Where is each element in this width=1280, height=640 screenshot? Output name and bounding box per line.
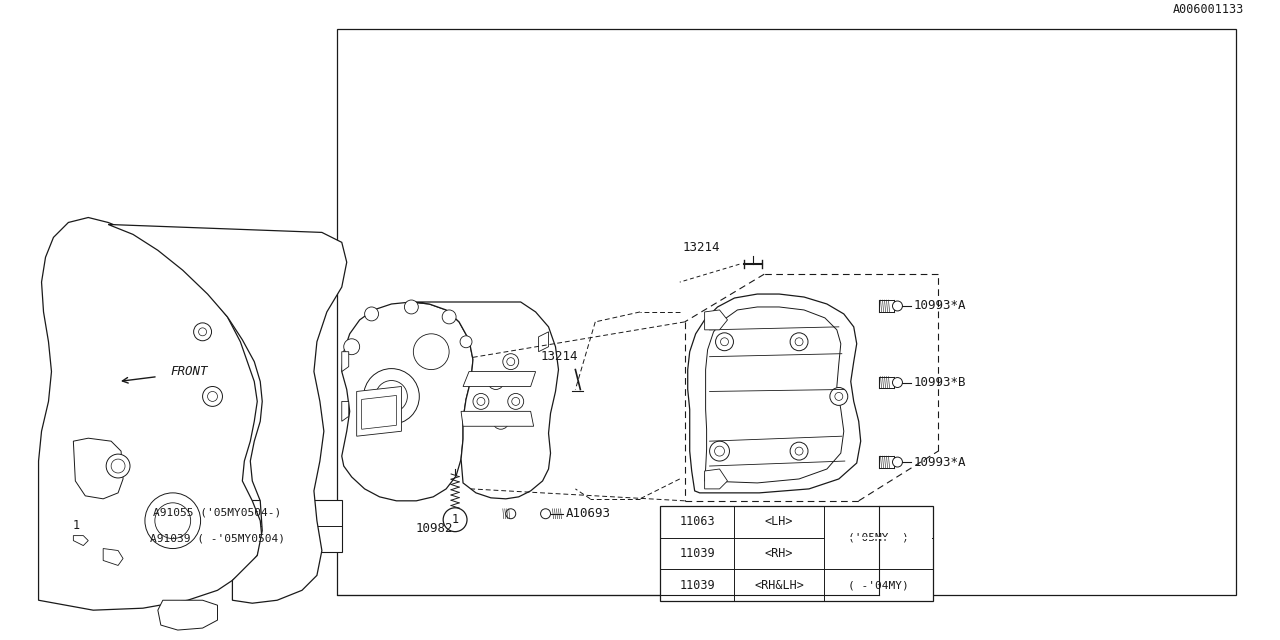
Polygon shape [362, 396, 397, 429]
Circle shape [721, 338, 728, 346]
Polygon shape [157, 600, 218, 630]
Bar [660, 506, 933, 601]
Text: A10693: A10693 [566, 508, 611, 520]
Bar [337, 29, 1236, 595]
Text: <RH&LH>: <RH&LH> [754, 579, 804, 592]
Circle shape [365, 307, 379, 321]
Polygon shape [38, 218, 262, 610]
Polygon shape [73, 438, 123, 499]
Polygon shape [704, 310, 727, 330]
Text: 1: 1 [72, 519, 79, 532]
Circle shape [795, 338, 803, 346]
Bar [878, 300, 893, 312]
Bar [878, 456, 893, 468]
Circle shape [344, 339, 360, 355]
Circle shape [207, 392, 218, 401]
Text: <LH>: <LH> [765, 515, 794, 528]
Circle shape [198, 328, 206, 336]
Circle shape [477, 397, 485, 405]
Polygon shape [342, 302, 474, 501]
Polygon shape [704, 307, 844, 483]
Polygon shape [357, 387, 402, 436]
Circle shape [155, 503, 191, 539]
Polygon shape [539, 332, 549, 352]
Text: 10993*A: 10993*A [914, 300, 966, 312]
Text: A91039 ( -'05MY0504): A91039 ( -'05MY0504) [150, 534, 285, 543]
Circle shape [540, 509, 550, 518]
Text: A91055 ('05MY0504-): A91055 ('05MY0504-) [154, 508, 282, 518]
Circle shape [503, 354, 518, 369]
Bar [824, 536, 932, 539]
Circle shape [202, 387, 223, 406]
Text: 1: 1 [452, 513, 458, 526]
Text: <RH>: <RH> [765, 547, 794, 560]
Text: FRONT: FRONT [170, 365, 209, 378]
Circle shape [892, 457, 902, 467]
Circle shape [506, 509, 516, 518]
Text: 13214: 13214 [682, 241, 721, 254]
Circle shape [493, 413, 508, 429]
Bar [878, 376, 893, 388]
Circle shape [892, 378, 902, 387]
Circle shape [512, 397, 520, 405]
Circle shape [404, 300, 419, 314]
Circle shape [790, 333, 808, 351]
Text: 13214: 13214 [540, 350, 579, 363]
Circle shape [507, 358, 515, 365]
Text: 11063: 11063 [680, 515, 716, 528]
Circle shape [716, 333, 733, 351]
Circle shape [709, 441, 730, 461]
Circle shape [63, 513, 88, 539]
Text: A006001133: A006001133 [1174, 3, 1244, 16]
Polygon shape [411, 302, 558, 499]
Polygon shape [704, 469, 727, 489]
Circle shape [364, 369, 420, 424]
Circle shape [145, 493, 201, 548]
Circle shape [892, 301, 902, 311]
Circle shape [375, 381, 407, 412]
Circle shape [460, 336, 472, 348]
Text: 10993*A: 10993*A [914, 456, 966, 468]
Polygon shape [687, 294, 860, 493]
Circle shape [106, 454, 131, 478]
Circle shape [829, 387, 847, 405]
Circle shape [492, 378, 499, 385]
Text: ('05MY- ): ('05MY- ) [849, 532, 909, 543]
Polygon shape [461, 412, 534, 426]
Circle shape [714, 446, 724, 456]
Text: ( -'04MY): ( -'04MY) [849, 580, 909, 590]
Circle shape [790, 442, 808, 460]
Bar [59, 500, 342, 552]
Circle shape [835, 392, 842, 401]
Circle shape [497, 417, 504, 425]
Polygon shape [463, 372, 535, 387]
Text: 11039: 11039 [680, 579, 716, 592]
Polygon shape [342, 352, 348, 372]
Circle shape [488, 374, 504, 390]
Text: 10982: 10982 [415, 522, 453, 535]
Text: 11039: 11039 [680, 547, 716, 560]
Circle shape [442, 310, 456, 324]
Circle shape [193, 323, 211, 340]
Circle shape [795, 447, 803, 455]
Polygon shape [342, 401, 348, 421]
Polygon shape [108, 225, 347, 604]
Circle shape [474, 394, 489, 410]
Polygon shape [73, 536, 88, 545]
Circle shape [111, 459, 125, 473]
Text: 10993*B: 10993*B [914, 376, 966, 389]
Circle shape [413, 334, 449, 369]
Circle shape [508, 394, 524, 410]
Circle shape [443, 508, 467, 532]
Polygon shape [104, 548, 123, 566]
